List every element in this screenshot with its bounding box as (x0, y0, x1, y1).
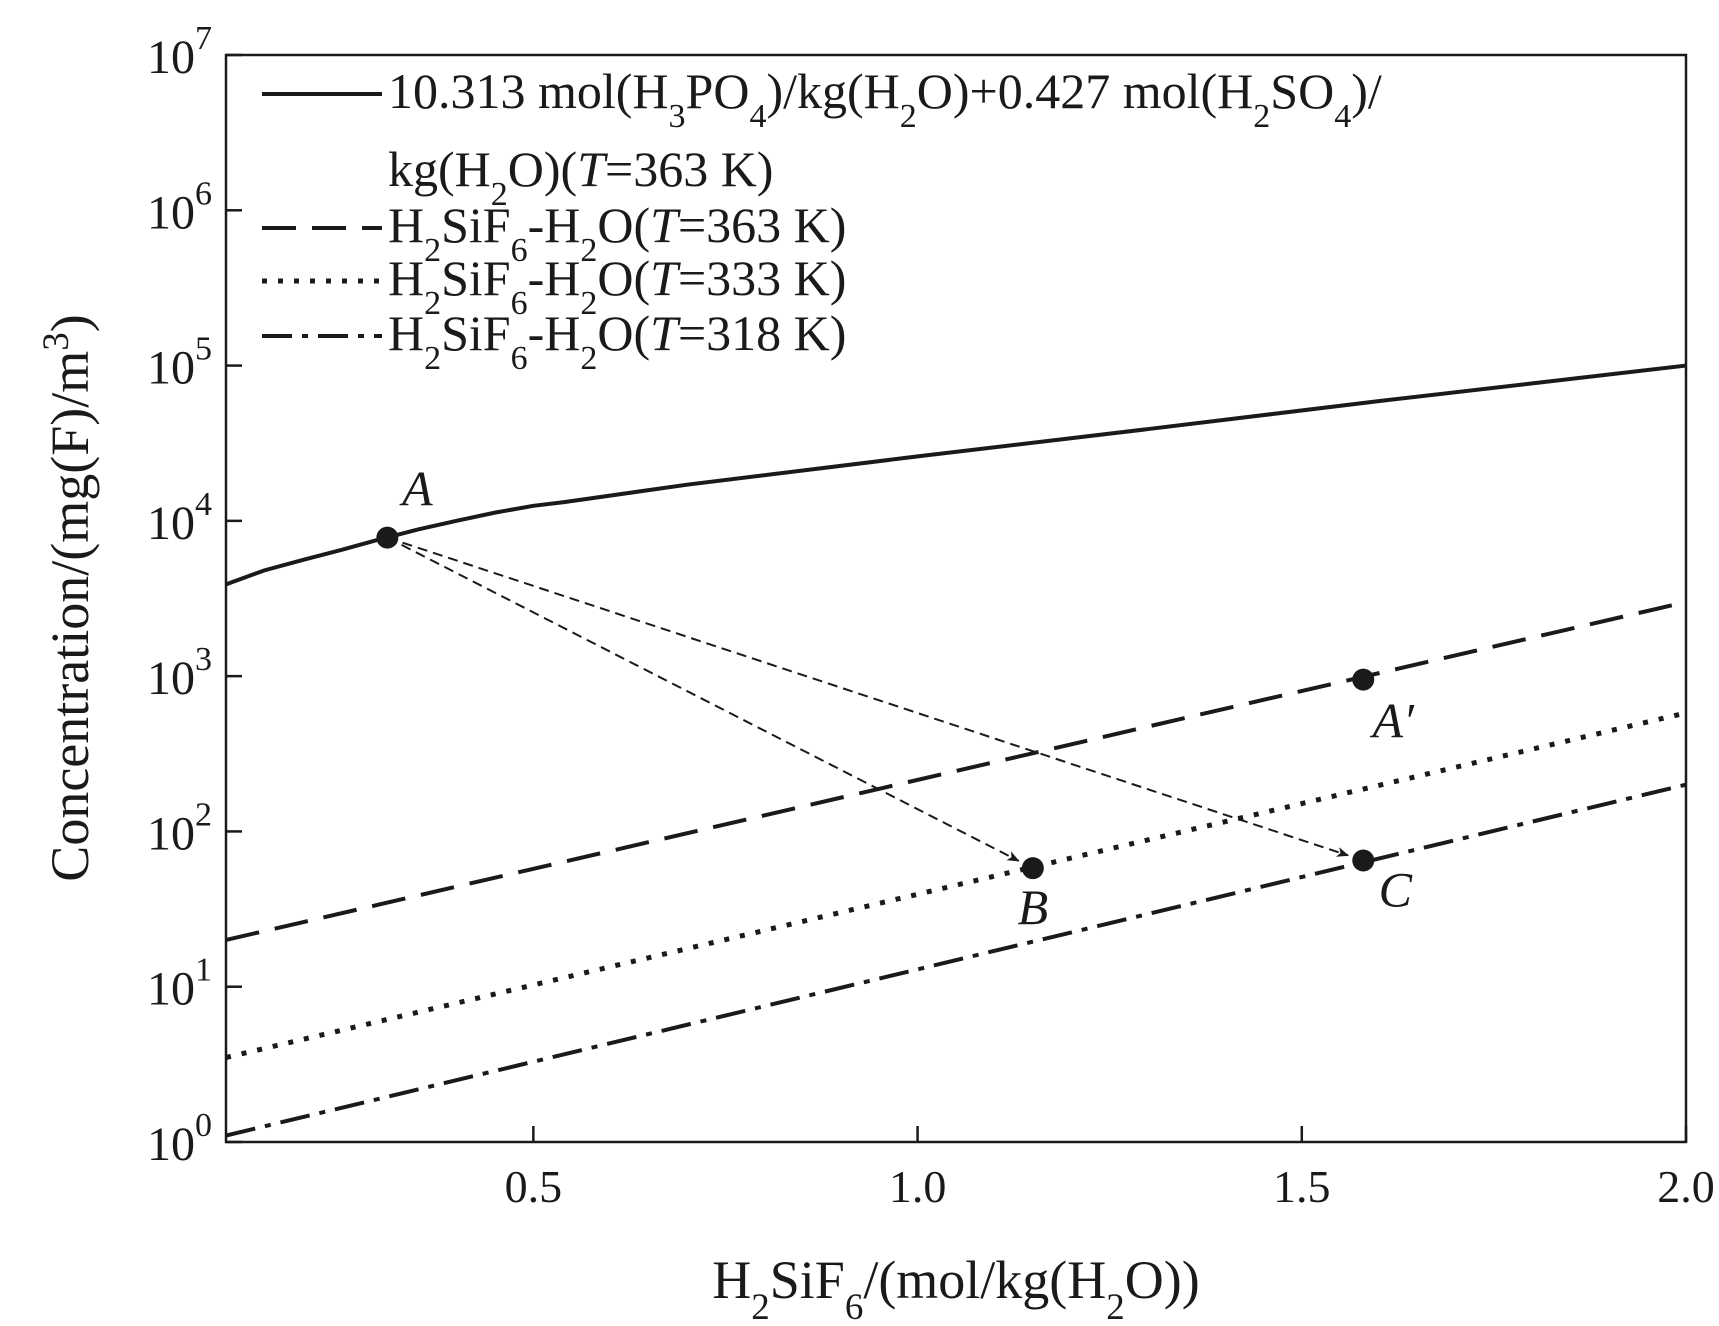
y-tick-label: 105 (147, 331, 212, 395)
y-tick-label: 102 (147, 796, 212, 860)
series-line-3 (225, 782, 1687, 1138)
legend-label: 10.313 mol(H3PO4)/kg(H2O)+0.427 mol(H2SO… (388, 63, 1382, 135)
arrow-A-C (402, 541, 1350, 857)
point-label: A (399, 461, 433, 517)
series-line-2 (225, 710, 1687, 1060)
plot-frame (224, 53, 1688, 1144)
y-tick-label: 101 (147, 952, 212, 1016)
legend-label: H2SiF6-H2O(T=363 K) (388, 197, 846, 269)
series-group (225, 363, 1687, 1138)
y-tick-label: 107 (147, 20, 212, 84)
point-marker (1352, 668, 1375, 691)
point-marker (1352, 849, 1375, 872)
x-tick-label: 2.0 (1657, 1161, 1715, 1212)
y-axis-label: Concentration/(mg(F)/m3) (36, 314, 101, 881)
series-line-0 (225, 363, 1687, 587)
legend: 10.313 mol(H3PO4)/kg(H2O)+0.427 mol(H2SO… (262, 63, 1382, 377)
y-tick-label: 106 (147, 175, 212, 239)
point-label: C (1379, 861, 1413, 917)
x-axis-label: H2SiF6/(mol/kg(H2O)) (712, 1250, 1200, 1326)
arrow-A-B (401, 544, 1020, 862)
points-group: A A′ B C (376, 461, 1416, 935)
legend-label: H2SiF6-H2O(T=333 K) (388, 250, 846, 322)
arrows-group (401, 541, 1350, 862)
x-tick-label: 1.0 (889, 1161, 947, 1212)
x-tick-label: 1.5 (1273, 1161, 1331, 1212)
series-line-1 (225, 600, 1687, 942)
point-label: A′ (1370, 693, 1416, 749)
y-tick-label: 104 (147, 486, 212, 550)
x-tick-label: 0.5 (505, 1161, 563, 1212)
y-tick-label: 100 (147, 1107, 212, 1171)
point-marker (376, 526, 399, 549)
axis-ticks: 0.5 1.0 1.5 2.0 100 101 102 103 104 105 106 107 (147, 20, 1715, 1212)
point-marker (1021, 857, 1044, 880)
point-label: B (1018, 879, 1049, 935)
legend-label-cont: kg(H2O)(T=363 K) (388, 141, 773, 213)
y-tick-label: 103 (147, 641, 212, 705)
legend-label: H2SiF6-H2O(T=318 K) (388, 305, 846, 377)
